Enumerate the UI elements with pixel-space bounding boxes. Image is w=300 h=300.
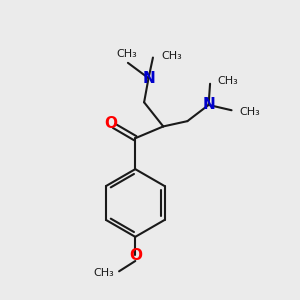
Text: CH₃: CH₃ xyxy=(240,107,261,117)
Text: CH₃: CH₃ xyxy=(218,76,238,86)
Text: N: N xyxy=(202,98,215,112)
Text: O: O xyxy=(129,248,142,262)
Text: CH₃: CH₃ xyxy=(93,268,114,278)
Text: O: O xyxy=(105,116,118,131)
Text: CH₃: CH₃ xyxy=(116,49,137,59)
Text: N: N xyxy=(142,71,155,86)
Text: CH₃: CH₃ xyxy=(161,51,182,61)
